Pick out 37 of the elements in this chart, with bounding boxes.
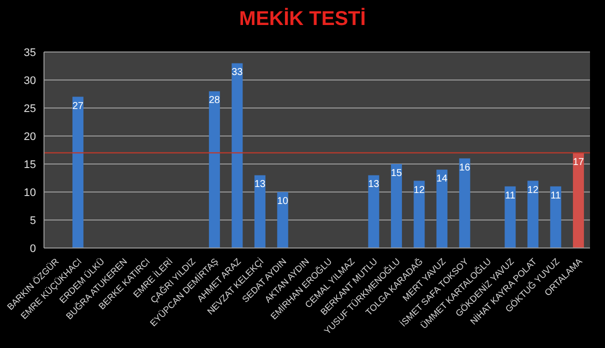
y-tick-label: 25 — [24, 102, 36, 115]
bar — [72, 96, 84, 248]
data-label: 13 — [368, 179, 380, 190]
bar — [254, 175, 266, 248]
y-tick-label: 30 — [24, 74, 36, 87]
y-tick-label: 10 — [24, 186, 36, 199]
data-label: 27 — [72, 100, 84, 112]
bar — [550, 186, 562, 248]
bar — [277, 192, 288, 248]
data-label: 33 — [232, 67, 244, 78]
bar — [208, 91, 220, 248]
y-tick-label: 15 — [24, 158, 36, 171]
bar — [572, 152, 584, 248]
bar — [436, 170, 448, 248]
chart-title: MEKİK TESTİ — [238, 8, 367, 31]
bar — [459, 158, 470, 248]
data-label: 12 — [527, 184, 539, 196]
bar — [368, 175, 380, 248]
bar — [390, 164, 402, 248]
data-label: 17 — [572, 156, 584, 168]
data-label: 10 — [277, 196, 289, 207]
data-label: 16 — [459, 162, 471, 174]
y-tick-label: 35 — [24, 46, 36, 59]
data-label: 15 — [390, 168, 402, 179]
bar — [414, 180, 425, 248]
data-label: 11 — [550, 190, 562, 202]
y-tick-label: 0 — [30, 242, 36, 255]
data-label: 13 — [254, 179, 266, 190]
data-label: 12 — [414, 184, 426, 196]
bar — [232, 63, 243, 248]
data-label: 14 — [436, 174, 448, 185]
bar — [504, 186, 516, 248]
bar — [527, 180, 538, 248]
y-tick-label: 5 — [30, 214, 36, 227]
y-tick-label: 20 — [24, 130, 36, 143]
data-label: 11 — [504, 190, 516, 202]
data-label: 28 — [208, 95, 220, 106]
